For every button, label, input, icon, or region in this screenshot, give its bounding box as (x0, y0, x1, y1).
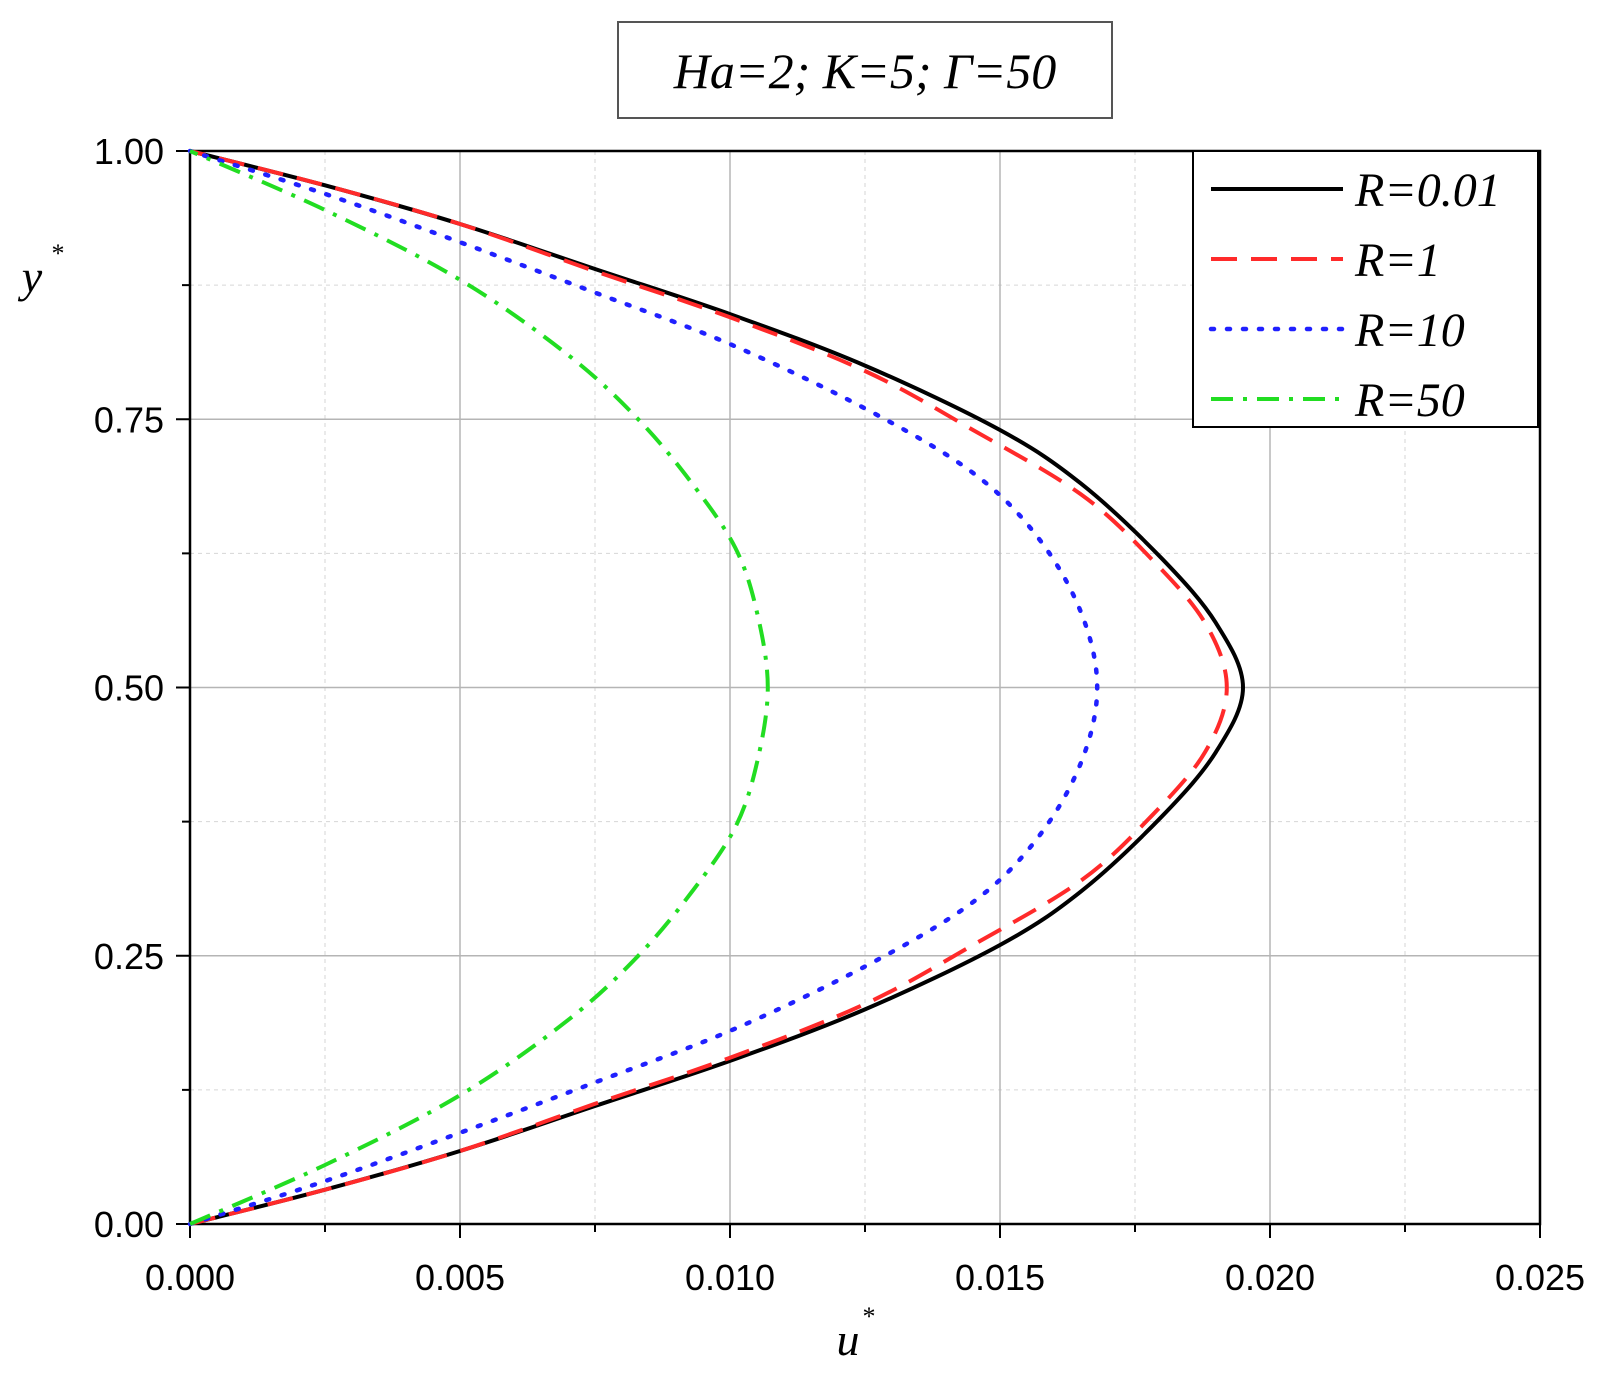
x-tick-label: 0.000 (145, 1257, 235, 1298)
x-tick-label: 0.020 (1225, 1257, 1315, 1298)
series-line-r-1 (189, 149, 1229, 1226)
y-tick-label: 0.75 (94, 399, 164, 440)
legend: R=0.01 R=1 R=10 R=50 (1192, 150, 1539, 428)
x-axis-label-sup: * (863, 1302, 876, 1331)
x-tick-label: 0.005 (415, 1257, 505, 1298)
y-tick-label: 0.00 (94, 1204, 164, 1245)
x-tick-label: 0.010 (685, 1257, 775, 1298)
y-axis-label-sup: * (52, 239, 65, 268)
legend-label-r-1: R=1 (1354, 234, 1441, 287)
x-axis-label-text: u (837, 1314, 860, 1365)
y-axis-label: y * (18, 239, 65, 302)
legend-label-r-10: R=10 (1354, 304, 1465, 357)
series-line-r-0-01 (189, 149, 1246, 1226)
axes: 0.000 0.005 0.010 0.015 0.020 0.025 0.00 0.25 0.… (94, 131, 1585, 1298)
series-line-r-50 (189, 149, 770, 1226)
y-tick-label: 1.00 (94, 131, 164, 172)
chart-title-box (617, 21, 1113, 119)
y-axis-label-text: y (18, 251, 43, 302)
x-axis-label: u * (837, 1302, 876, 1365)
x-tick-label: 0.015 (955, 1257, 1045, 1298)
chart-title: Ha=2; K=5; Γ=50 (673, 43, 1056, 99)
series-layer (187, 148, 1246, 1227)
y-tick-label: 0.50 (94, 668, 164, 709)
legend-box (1192, 150, 1539, 428)
legend-label-r-0-01: R=0.01 (1354, 164, 1501, 217)
legend-label-r-50: R=50 (1354, 374, 1465, 427)
chart-title-group: Ha=2; K=5; Γ=50 (617, 21, 1113, 119)
x-tick-label: 0.025 (1495, 1257, 1585, 1298)
series-line-r-10 (187, 148, 1100, 1227)
y-tick-label: 0.25 (94, 936, 164, 977)
